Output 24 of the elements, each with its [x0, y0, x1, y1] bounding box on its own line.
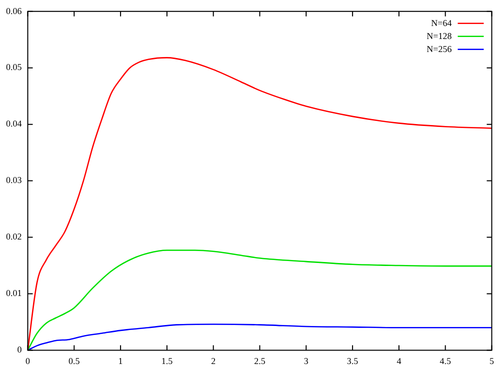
x-tick-label: 1.5	[161, 356, 174, 366]
line-series	[28, 250, 492, 350]
y-tick-label: 0.03	[6, 175, 22, 186]
legend-label: N=256	[426, 44, 452, 54]
x-tick-label: 1	[118, 356, 123, 366]
x-tick-label: 5	[490, 356, 494, 366]
y-tick-label: 0.04	[6, 118, 22, 129]
x-tick-label: 0.5	[68, 356, 80, 366]
y-tick-label: 0	[17, 344, 22, 355]
x-tick-label: 2.5	[254, 356, 266, 366]
line-series	[28, 57, 492, 350]
legend-label: N=64	[431, 18, 452, 28]
y-tick-label: 0.02	[6, 232, 22, 242]
x-tick-label: 3	[304, 356, 309, 366]
y-tick-label: 0.05	[6, 62, 22, 72]
x-tick-label: 0	[26, 356, 30, 366]
x-tick-label: 4	[396, 356, 402, 366]
legend-label: N=128	[426, 30, 452, 41]
y-tick-label: 0.01	[6, 288, 22, 298]
x-tick-label: 4.5	[440, 356, 452, 366]
line-series	[28, 324, 492, 350]
x-tick-label: 3.5	[346, 356, 359, 366]
y-tick-label: 0.06	[6, 6, 22, 16]
x-tick-label: 2	[211, 356, 216, 366]
